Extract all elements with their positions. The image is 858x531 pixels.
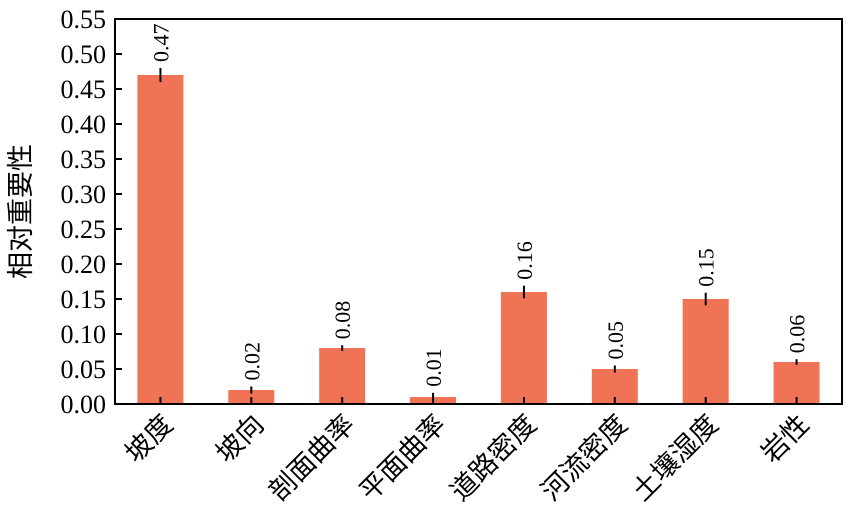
y-tick-label: 0.40 xyxy=(61,110,107,139)
value-label: 0.01 xyxy=(421,348,446,387)
x-category-label: 剖面曲率 xyxy=(263,409,361,507)
value-label: 0.15 xyxy=(694,248,719,287)
bar xyxy=(682,299,729,404)
error-bars xyxy=(159,68,798,402)
y-tick-label: 0.20 xyxy=(61,250,107,279)
bars xyxy=(137,75,820,404)
x-category-label: 道路密度 xyxy=(445,409,543,507)
x-category-label: 土壤湿度 xyxy=(626,409,724,507)
x-category-label: 平面曲率 xyxy=(354,409,452,507)
y-tick-label: 0.50 xyxy=(61,40,107,69)
x-category-label: 坡度 xyxy=(119,409,179,469)
value-label: 0.08 xyxy=(330,301,355,340)
value-label: 0.16 xyxy=(512,241,537,280)
x-category-label: 岩性 xyxy=(755,409,815,469)
y-tick-label: 0.45 xyxy=(61,75,107,104)
x-category-label: 河流密度 xyxy=(535,409,633,507)
plot-frame xyxy=(114,18,843,405)
x-category-label: 坡向 xyxy=(210,409,270,469)
value-labels: 0.47 0.02 0.08 0.01 0.16 0.05 0.15 0.06 xyxy=(148,24,809,387)
bar xyxy=(500,292,547,404)
y-axis-title: 相对重要性 xyxy=(6,144,37,279)
y-axis: 0.00 0.05 0.10 0.15 0.20 0.25 0.30 0.35 0.40 0.45… xyxy=(61,5,122,419)
y-tick-label: 0.30 xyxy=(61,180,107,209)
bar xyxy=(137,75,184,404)
value-label: 0.05 xyxy=(603,321,628,360)
value-label: 0.47 xyxy=(148,24,173,63)
y-tick-label: 0.25 xyxy=(61,215,107,244)
y-tick-label: 0.55 xyxy=(61,5,107,34)
value-label: 0.06 xyxy=(785,315,810,354)
bar xyxy=(319,348,366,404)
y-tick-label: 0.00 xyxy=(61,390,107,419)
value-label: 0.02 xyxy=(239,342,264,381)
y-tick-label: 0.35 xyxy=(61,145,107,174)
y-tick-label: 0.10 xyxy=(61,320,107,349)
y-tick-label: 0.15 xyxy=(61,285,107,314)
y-tick-label: 0.05 xyxy=(61,355,107,384)
